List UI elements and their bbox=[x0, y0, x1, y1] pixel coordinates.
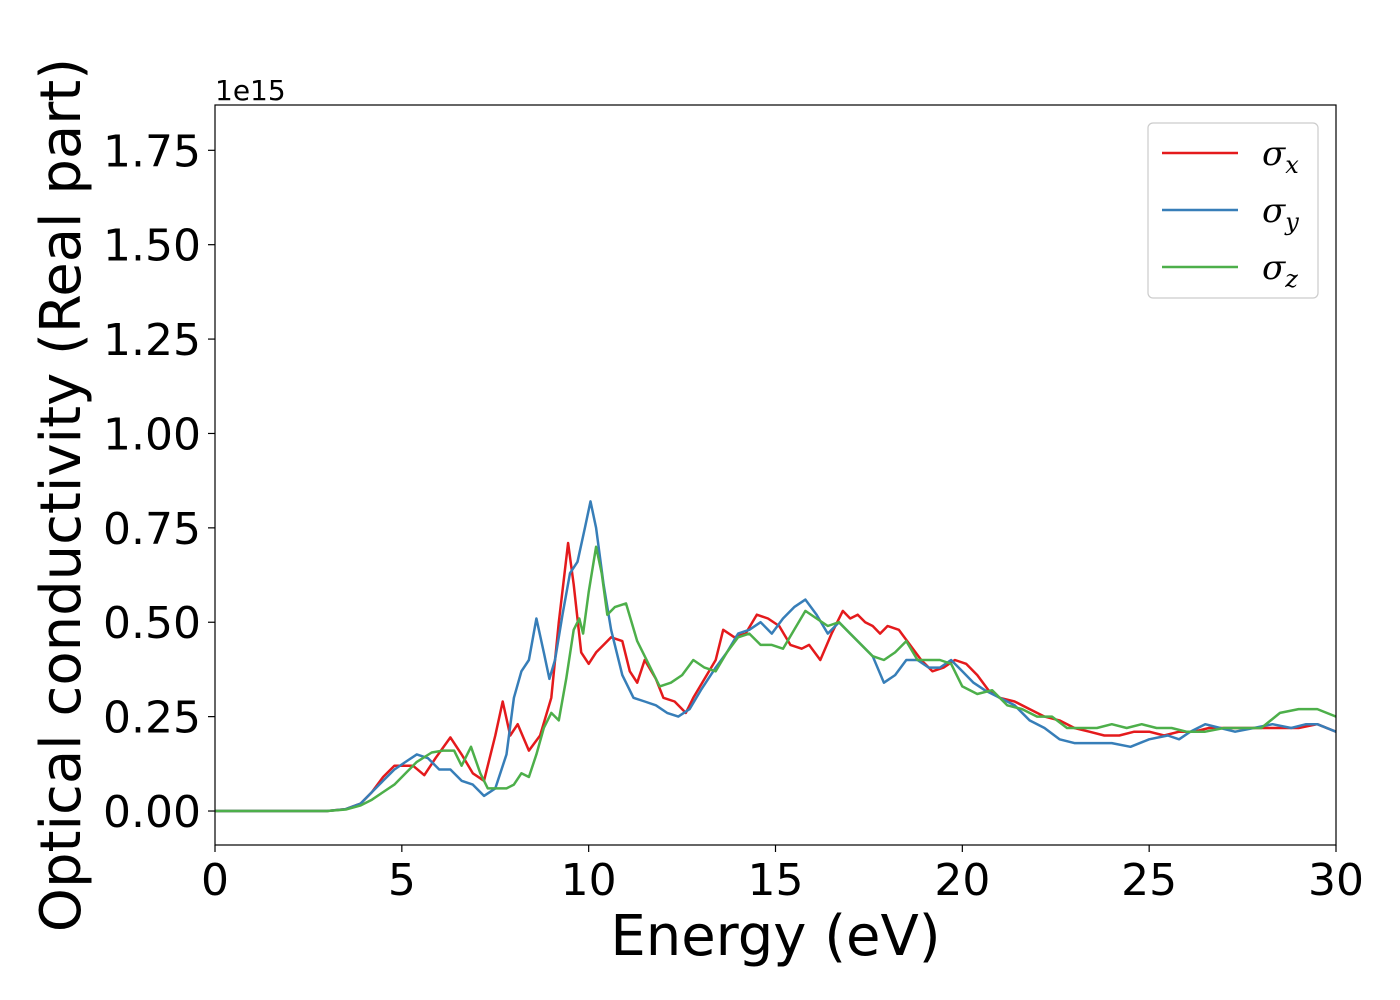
plot-lines bbox=[215, 500, 1336, 813]
y-axis: 0.00 0.25 0.50 0.75 1.00 1.25 1.50 1.75 bbox=[103, 126, 215, 838]
y-tick-label: 0.25 bbox=[103, 693, 201, 744]
x-tick-label: 30 bbox=[1308, 855, 1364, 906]
series-line-z bbox=[215, 545, 1336, 813]
legend-label-x: σx bbox=[1262, 134, 1299, 179]
series-line-x bbox=[215, 541, 1336, 813]
y-tick-label: 1.75 bbox=[103, 126, 201, 177]
x-axis: 0 5 10 15 20 25 30 bbox=[201, 845, 1364, 906]
x-tick-label: 5 bbox=[388, 855, 416, 906]
x-tick-label: 25 bbox=[1121, 855, 1177, 906]
y-tick-label: 0.75 bbox=[103, 504, 201, 555]
legend: σx σy σz bbox=[1147, 122, 1319, 299]
x-tick-label: 20 bbox=[934, 855, 990, 906]
series-line-y bbox=[215, 500, 1336, 813]
x-tick-label: 0 bbox=[201, 855, 229, 906]
y-tick-label: 1.50 bbox=[103, 221, 201, 272]
y-axis-title: Optical conductivity (Real part) bbox=[29, 58, 94, 932]
x-tick-label: 10 bbox=[561, 855, 617, 906]
legend-label-z: σz bbox=[1262, 248, 1298, 293]
y-tick-label: 1.00 bbox=[103, 409, 201, 460]
legend-label-y: σy bbox=[1262, 191, 1299, 236]
x-tick-label: 15 bbox=[748, 855, 804, 906]
y-tick-label: 1.25 bbox=[103, 315, 201, 366]
y-offset-label: 1e15 bbox=[215, 74, 286, 107]
y-tick-label: 0.50 bbox=[103, 598, 201, 649]
y-tick-label: 0.00 bbox=[103, 787, 201, 838]
x-axis-title: Energy (eV) bbox=[610, 904, 940, 969]
